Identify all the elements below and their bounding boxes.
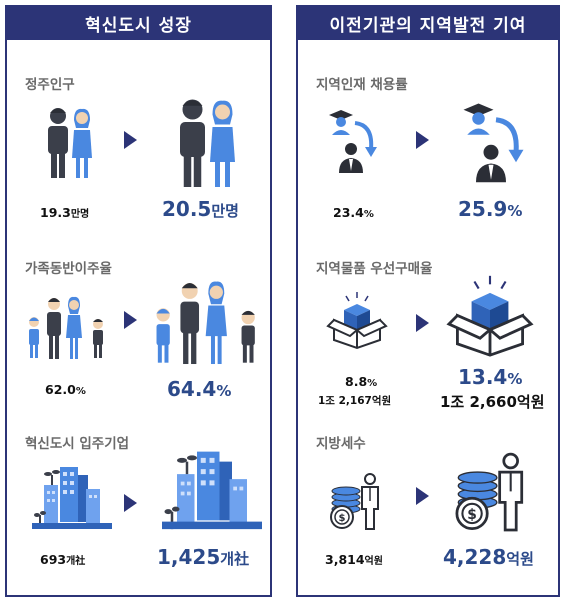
local-purchase-after: 13.4% [458,365,523,389]
right-panel: 이전기관의 지역발전 기여 지역인재 채용률 23.4% 25.9% 지역물품 … [296,5,560,597]
right-panel-title: 이전기관의 지역발전 기여 [298,7,558,40]
family-migration-before: 62.0% [45,382,86,397]
section-title-companies: 혁신도시 입주기업 [25,436,130,452]
local-purchase-after-amount: 1조 2,660억원 [440,393,545,411]
arrow-right-icon [416,314,429,332]
section-title-local-purchase: 지역물품 우선구매율 [316,261,433,277]
arrow-right-icon [124,311,137,329]
section-title-local-hiring: 지역인재 채용률 [316,77,408,93]
left-panel: 혁신도시 성장 정주인구 19.3만명 20.5만명 가족동반이주율 [5,5,272,597]
arrow-right-icon [416,131,429,149]
section-title-local-tax: 지방세수 [316,436,366,452]
city-buildings-icon-large [162,451,262,530]
local-purchase-before: 8.8% [345,374,378,389]
population-after: 20.5만명 [162,197,239,221]
family-migration-after: 64.4% [167,377,232,401]
svg-text:$: $ [339,513,346,524]
left-panel-title: 혁신도시 성장 [7,7,270,40]
open-box-icon-small [326,292,388,350]
city-buildings-icon-small [32,467,112,529]
population-before: 19.3만명 [40,205,90,220]
local-tax-before: 3,814억원 [325,552,383,567]
family-with-children-icon-large [156,281,255,365]
arrow-right-icon [124,494,137,512]
money-coins-person-icon-small: $ [330,473,379,530]
section-title-family-migration: 가족동반이주율 [25,261,112,277]
money-coins-person-icon-large: $ [455,452,524,532]
local-hiring-before: 23.4% [333,205,374,220]
graduate-to-worker-icon-large [463,103,524,183]
family-couple-icon-small [48,108,92,178]
family-with-children-icon-small [29,296,103,359]
arrow-right-icon [124,131,137,149]
open-box-icon-large [446,275,534,357]
local-purchase-before-amount: 1조 2,167억원 [318,395,392,407]
graduate-to-worker-icon-small [329,110,377,173]
local-tax-after: 4,228억원 [443,545,534,569]
companies-before: 693개社 [40,552,86,567]
local-hiring-after: 25.9% [458,197,523,221]
arrow-right-icon [416,487,429,505]
section-title-population: 정주인구 [25,77,75,93]
svg-text:$: $ [467,507,477,523]
family-couple-icon-large [180,99,235,187]
companies-after: 1,425개社 [157,545,250,569]
